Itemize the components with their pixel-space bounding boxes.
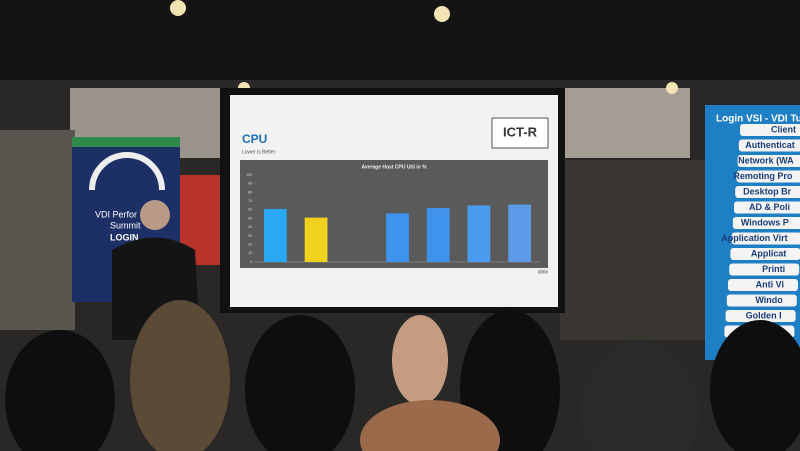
banner-stripe [72,137,180,147]
person [5,330,115,451]
chart-title: Average Host CPU Util in % [361,164,427,170]
banner-item: Remoting Pro [733,171,793,181]
banner-item: Windo [755,295,783,305]
y-tick-label: 40 [248,225,252,229]
wall [560,88,690,158]
logo-box [491,117,549,149]
banner-item: Windows P [741,217,789,227]
banner-item: Golden I [746,310,782,320]
banner-item-box [731,232,800,245]
slide-title: CPU [242,132,267,146]
y-tick-label: 70 [248,199,252,203]
slide-footer: citrix [538,269,549,275]
chart: 0 10 20 30 40 50 60 70 80 90 100 [246,173,540,264]
banner-item-box [730,248,800,260]
banner-item: Printi [762,264,785,274]
y-tick-label: 60 [248,208,252,212]
banner-text: VDI Perfor [95,209,137,219]
banner-item-box [736,170,800,183]
person [360,400,500,451]
y-tick-label: 20 [248,243,252,247]
banner-item: Applicat [751,248,787,258]
person [130,300,230,451]
banner-item: AD & Poli [749,202,790,212]
y-tick-label: 90 [248,182,252,186]
audience [5,300,800,451]
ceiling-light [434,6,450,22]
gauge [89,152,165,191]
ceiling-light [666,82,678,94]
banner-item-box [740,124,800,136]
banner-item-box [735,186,800,198]
bar [263,208,287,262]
wall [560,160,710,340]
banner-item-box [729,263,800,276]
banner-item-box [734,201,800,214]
ceiling [0,0,800,80]
poster [0,130,75,330]
person [245,315,355,451]
banner-item-box [737,155,800,167]
banner-item-box [726,294,797,307]
banner-item: Anti Vi [756,279,784,289]
banner-title: Login VSI - VDI Tu [716,114,800,125]
bar [386,213,409,262]
banner-item-box [728,279,798,291]
ceiling-light [170,0,186,16]
y-tick-label: 100 [246,173,252,177]
y-tick-label: 0 [250,260,252,264]
banner-item: Client [771,124,796,134]
speaker-head [140,200,170,230]
person [710,320,800,451]
person [580,340,700,451]
bar [508,204,532,262]
person [392,315,448,405]
y-tick-label: 50 [248,216,252,220]
banner-text: Summit [110,220,141,230]
y-tick-label: 30 [248,234,252,238]
banner-item-box [725,310,796,322]
logo: ICT-R [503,124,538,139]
banner-item: Authenticat [745,140,795,150]
banner-item-box [738,139,800,152]
banner-item: Application Virt [721,233,787,243]
bar [467,205,491,262]
y-tick-label: 80 [248,190,252,194]
banner-item: Network (WA [738,155,794,165]
banner-item: Desktop Br [743,186,792,196]
banner-item-box [732,217,800,229]
bar [426,208,450,262]
y-tick-label: 10 [248,251,252,255]
banner-text: LOGIN [110,232,139,242]
bar [304,217,328,262]
slide-subtitle: Lower is Better [242,149,276,155]
